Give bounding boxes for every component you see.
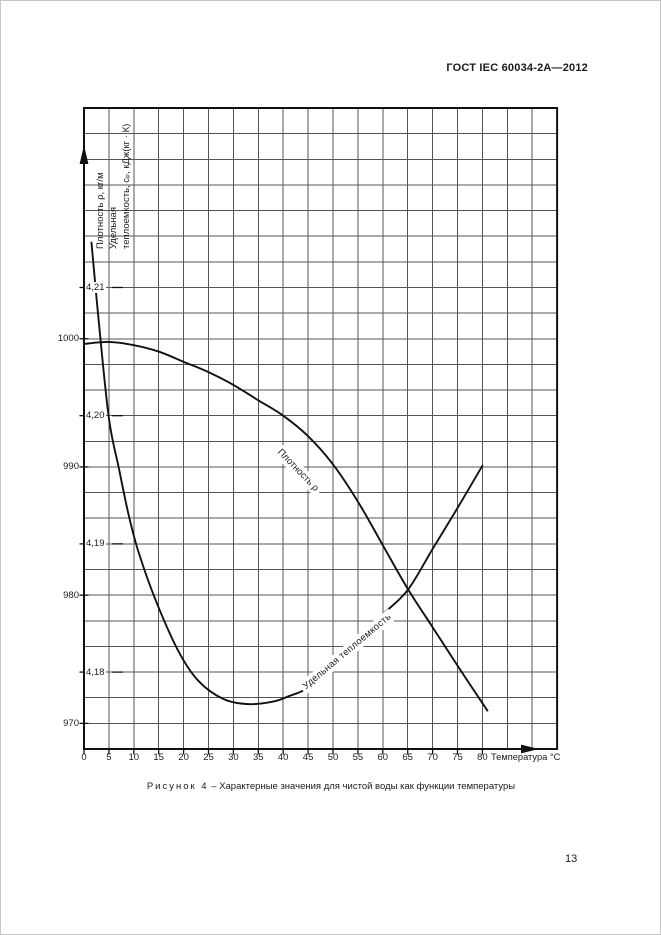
page-number: 13: [565, 853, 578, 865]
axis-ticks: [79, 286, 484, 755]
y-axis-title-line-density: Плотность ρ, кг/м: [95, 172, 106, 249]
cp-tick-label: 4,21: [85, 281, 106, 293]
density-tick-label: 990: [63, 461, 79, 473]
x-tick-label: 60: [377, 751, 389, 763]
x-axis-arrow-icon: [521, 744, 539, 754]
cp-tick-label: 4,18: [85, 666, 106, 678]
x-tick-label: 20: [178, 751, 189, 763]
x-tick-label: 35: [253, 751, 264, 763]
x-tick-label: 5: [106, 751, 112, 763]
figure-caption: Рисунок 4 – Характерные значения для чис…: [15, 781, 647, 792]
density-tick-label: 1000: [57, 333, 79, 345]
x-tick-label: 65: [402, 751, 413, 763]
x-tick-label: 10: [128, 751, 140, 763]
y-axis-title-line-specific: Удельная: [108, 207, 119, 249]
x-axis-label: Температура °C: [491, 751, 561, 762]
y-axis-title: Плотность ρ, кг/м Удельная теплоемкость,…: [94, 108, 134, 249]
y-axis-title-line-heat: теплоемкость, сₚ, кДж(кг · К): [121, 123, 132, 249]
plot-border: [83, 107, 559, 750]
figure-caption-number: Рисунок 4: [146, 781, 209, 792]
figure-caption-dash: –: [211, 781, 217, 792]
y-axis-arrow-icon: [79, 145, 89, 164]
x-tick-label: 75: [452, 751, 463, 763]
x-tick-label: 40: [277, 751, 289, 763]
x-tick-label: 80: [477, 751, 488, 763]
x-tick-label: 30: [228, 751, 239, 763]
cp-tick-label: 4,20: [85, 410, 106, 422]
figure-caption-text: Характерные значения для чистой воды как…: [219, 781, 516, 792]
x-tick-label: 0: [81, 751, 87, 763]
density-tick-label: 980: [63, 589, 79, 601]
x-tick-label: 15: [153, 751, 164, 763]
specific-heat-curve: [90, 241, 484, 706]
density-tick-label: 970: [63, 717, 79, 729]
grid-lines: [84, 108, 558, 749]
cp-tick-label: 4,19: [85, 538, 106, 550]
x-tick-label: 70: [427, 751, 438, 763]
document-header: ГОСТ IEC 60034-2А—2012: [446, 62, 588, 74]
x-tick-label: 50: [327, 751, 339, 763]
x-tick-label: 55: [352, 751, 364, 763]
x-tick-label: 45: [302, 751, 314, 763]
x-tick-label: 25: [203, 751, 214, 763]
density-curve: [83, 341, 489, 712]
